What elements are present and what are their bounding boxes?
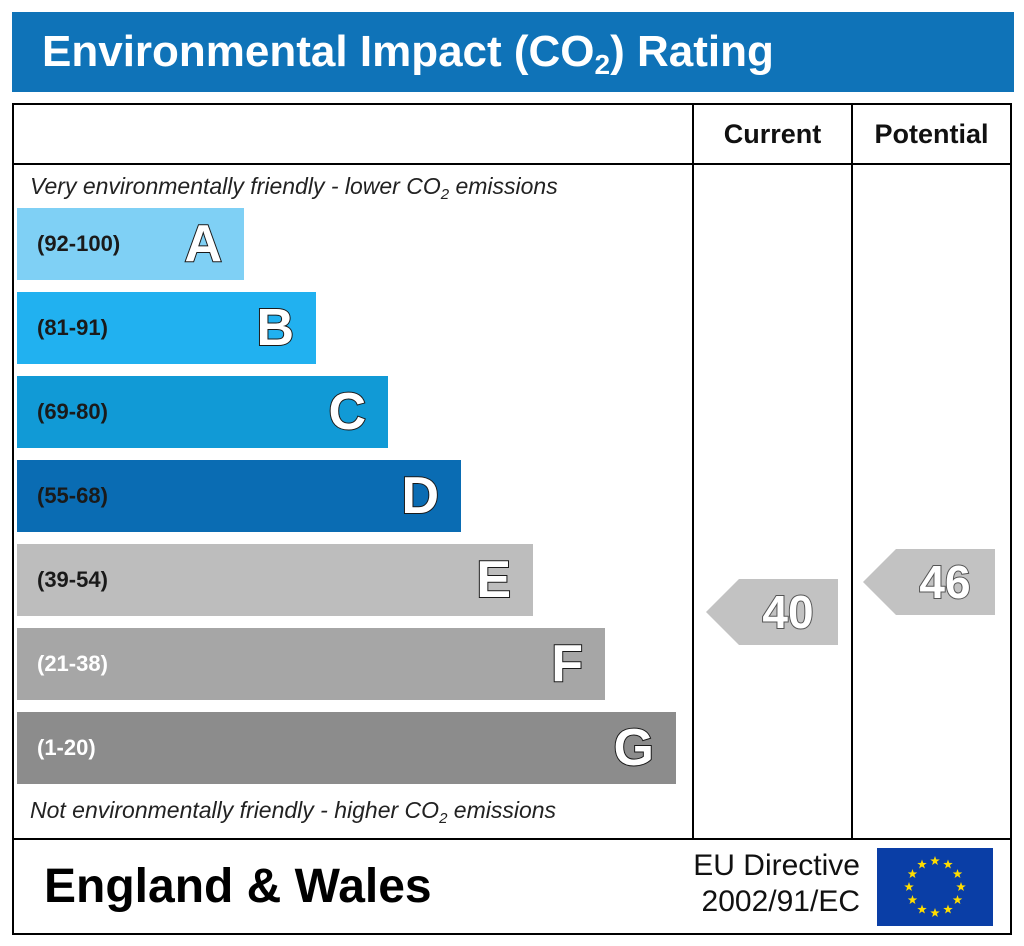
rating-frame [12,103,1012,935]
band-b-letter: B [255,298,295,358]
band-b-range: (81-91) [37,315,108,340]
band-g-range: (1-20) [37,735,96,760]
eu-star-icon [907,869,918,879]
eu-star-icon [917,859,927,869]
region-label: England & Wales [44,860,432,913]
eu-star-icon [917,904,927,914]
eu-star-icon [907,895,918,905]
eu-star-icon [930,908,940,918]
potential-rating-arrow: 46 [863,549,995,615]
band-a-range: (92-100) [37,231,121,256]
bottom-note: Not environmentally friendly - higher CO… [30,797,557,827]
band-d: (55-68) D [17,460,461,532]
current-rating-arrow: 40 [706,579,838,645]
divider-potential [851,103,853,838]
eu-star-icon [952,895,963,905]
band-g-letter: G [613,718,655,778]
band-d-letter: D [400,466,440,526]
directive-line1: EU Directive [693,849,860,882]
eu-star-icon [904,882,914,892]
eu-star-icon [943,859,953,869]
divider-current [692,103,694,838]
eu-flag-icon [877,848,993,926]
band-g: (1-20) G [17,712,676,784]
band-b: (81-91) B [17,292,316,364]
potential-header: Potential [874,119,989,149]
band-a: (92-100) A [17,208,244,280]
eu-star-icon [952,869,963,879]
top-note: Very environmentally friendly - lower CO… [30,173,558,203]
eu-star-icon [956,882,966,892]
eu-star-icon [930,856,940,866]
band-c-range: (69-80) [37,399,108,424]
band-e-range: (39-54) [37,567,108,592]
potential-rating-value: 46 [918,555,971,609]
band-f: (21-38) F [17,628,605,700]
chart-title: Environmental Impact (CO2) Rating [42,27,774,80]
band-f-range: (21-38) [37,651,108,676]
current-header: Current [723,119,822,149]
potential-arrow-shape [863,549,995,615]
header-divider [12,163,1012,165]
band-c: (69-80) C [17,376,388,448]
band-e-letter: E [475,550,512,610]
eu-star-icon [943,904,953,914]
band-d-range: (55-68) [37,483,108,508]
band-e: (39-54) E [17,544,533,616]
eu-directive: EU Directive 2002/91/EC [660,848,860,920]
band-a-letter: A [183,214,223,274]
band-c-letter: C [327,382,367,442]
title-bar: Environmental Impact (CO2) Rating [12,12,1014,92]
band-f-letter: F [550,634,584,694]
current-rating-value: 40 [761,585,814,639]
footer-divider [12,838,1012,840]
current-arrow-shape [706,579,838,645]
directive-line2: 2002/91/EC [701,885,860,918]
